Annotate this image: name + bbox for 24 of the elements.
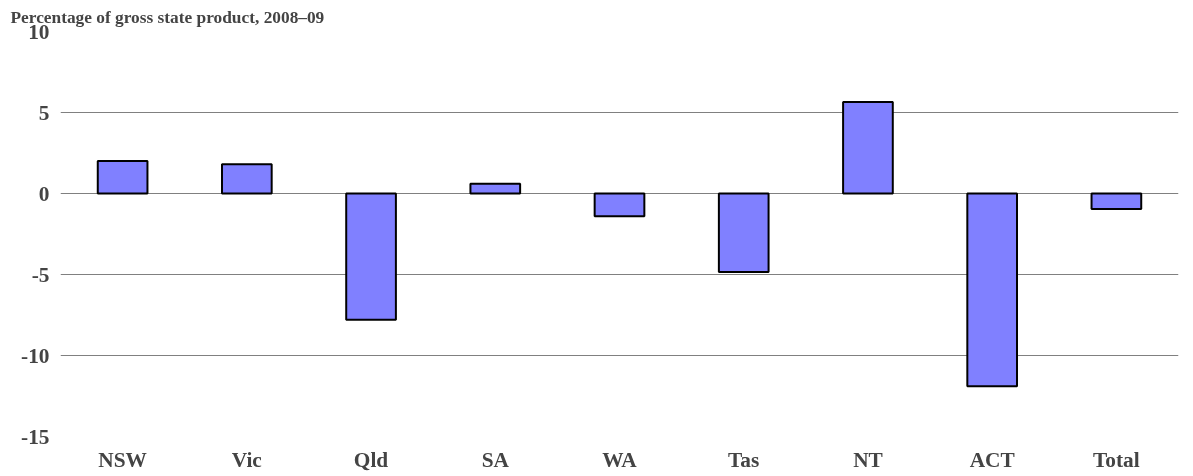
bar xyxy=(96,160,149,195)
x-tick-label: ACT xyxy=(969,447,1015,472)
bar xyxy=(966,192,1019,388)
x-tick-label: Total xyxy=(1093,447,1140,472)
bar xyxy=(469,182,522,195)
bar xyxy=(717,192,770,274)
y-tick-label: -10 xyxy=(21,343,50,368)
bar xyxy=(842,100,894,195)
chart-title: Percentage of gross state product, 2008–09 xyxy=(10,7,325,27)
y-tick-label: 5 xyxy=(38,100,50,125)
x-tick-label: NT xyxy=(853,447,883,472)
x-tick-label: SA xyxy=(481,447,510,472)
bar xyxy=(220,163,273,195)
bar xyxy=(345,192,397,321)
bar xyxy=(593,192,646,218)
y-tick-label: -15 xyxy=(21,424,50,449)
y-tick-label: 0 xyxy=(38,181,50,206)
bar xyxy=(1090,192,1143,210)
x-tick-label: Vic xyxy=(231,447,262,472)
x-tick-label: Qld xyxy=(353,447,389,472)
x-tick-label: WA xyxy=(602,447,638,472)
x-tick-label: NSW xyxy=(98,447,147,472)
y-tick-label: -5 xyxy=(31,262,50,287)
x-tick-label: Tas xyxy=(728,447,760,472)
